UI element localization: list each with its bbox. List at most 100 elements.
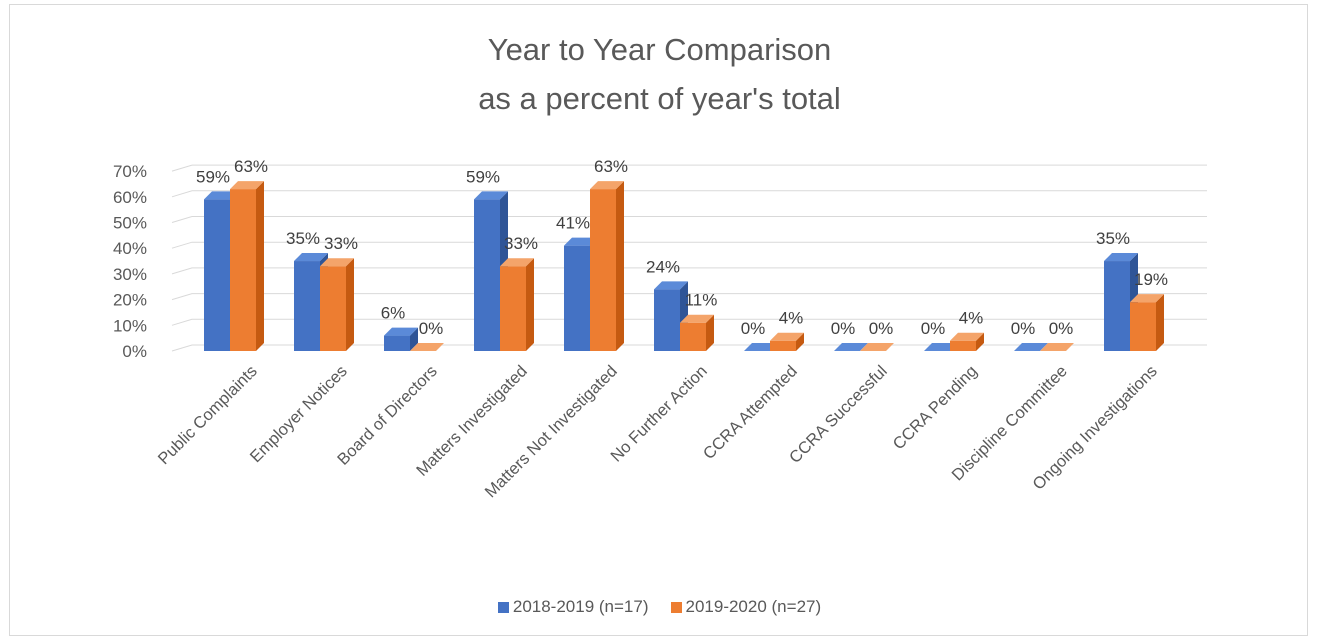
data-label: 35% [286,229,320,248]
bar-top [770,332,804,341]
chart-title: Year to Year Comparison [487,32,832,67]
bar-top [654,281,688,290]
data-label: 0% [741,319,766,338]
bar [474,199,500,351]
bar [500,266,526,351]
data-label: 19% [1134,270,1168,289]
chart-legend: 2018-2019 (n=17) 2019-2020 (n=27) [0,597,1319,617]
bar-top [834,343,868,351]
gridline [171,318,1207,326]
bar-top [924,343,958,351]
bar-top [860,343,894,351]
data-label: 4% [959,309,984,328]
x-tick-label: CCRA Attempted [700,362,801,463]
data-label: 63% [594,157,628,176]
legend-item-series-1: 2018-2019 (n=17) [497,597,649,617]
y-tick-label: 10% [113,316,147,335]
bar-top [950,332,984,341]
legend-label-series-1: 2018-2019 (n=17) [512,597,649,616]
bar [204,199,230,351]
gridline [171,216,1207,223]
bar-top [230,181,264,190]
data-label: 0% [921,319,946,338]
data-label: 0% [419,319,444,338]
bar-side [706,314,714,351]
bar [770,340,796,351]
bar-top [474,191,508,200]
bar-top [204,191,238,200]
bar [680,322,706,351]
data-label: 0% [1049,319,1074,338]
bar [654,289,680,351]
bar-side [410,327,418,351]
gridline [171,241,1207,249]
y-tick-label: 50% [113,214,147,233]
bar [590,189,616,351]
bar [230,189,256,351]
bar-top [1014,343,1048,351]
bar [950,340,976,351]
gridline [171,164,1207,172]
data-label: 0% [869,319,894,338]
bar [1130,302,1156,351]
data-label: 6% [381,304,406,323]
data-label: 41% [556,214,590,233]
data-label: 63% [234,157,268,176]
bar-top [1104,253,1138,262]
legend-item-series-2: 2019-2020 (n=27) [670,597,822,617]
y-tick-label: 0% [122,342,147,361]
y-tick-label: 20% [113,291,147,310]
bar-top [744,343,778,351]
x-tick-label: CCRA Successful [786,362,891,467]
legend-swatch-series-1 [497,601,509,613]
gridline [171,267,1207,275]
bar [1104,261,1130,351]
bar-top [410,343,444,351]
data-label: 59% [466,167,500,186]
bar-top [1130,294,1164,303]
bar-side [346,258,354,351]
y-tick-label: 30% [113,265,147,284]
bar-top [1040,343,1074,351]
bar-top [320,258,354,267]
bar-side [526,258,534,351]
y-tick-label: 40% [113,239,147,258]
bar-top [384,327,418,336]
data-label: 33% [504,234,538,253]
bar-top [294,253,328,262]
x-tick-label: CCRA Pending [890,362,981,453]
data-label: 0% [831,319,856,338]
bar [320,266,346,351]
chart-subtitle: as a percent of year's total [478,81,841,116]
bar [294,261,320,351]
bar-top [500,258,534,267]
x-tick-label: Employer Notices [247,362,351,466]
bar-side [256,181,264,351]
bar-top [680,314,714,323]
gridline [171,293,1207,301]
data-label: 4% [779,309,804,328]
bar-top [590,181,624,190]
data-label: 33% [324,234,358,253]
y-tick-label: 70% [113,162,147,181]
gridline [171,190,1207,198]
bar-top [564,237,598,246]
bar-side [976,332,984,351]
y-tick-label: 60% [113,188,147,207]
data-label: 11% [685,291,718,310]
legend-label-series-2: 2019-2020 (n=27) [685,597,822,616]
data-label: 59% [196,167,230,186]
bar-side [796,332,804,351]
bar-side [1156,294,1164,351]
x-tick-label: Board of Directors [334,362,441,469]
data-label: 24% [646,257,680,276]
bar [384,335,410,351]
x-tick-label: No Further Action [607,362,711,466]
x-tick-label: Public Complaints [155,362,261,468]
bar [564,245,590,351]
data-label: 0% [1011,319,1036,338]
data-label: 35% [1096,229,1130,248]
bar-side [616,181,624,351]
legend-swatch-series-2 [670,601,682,613]
